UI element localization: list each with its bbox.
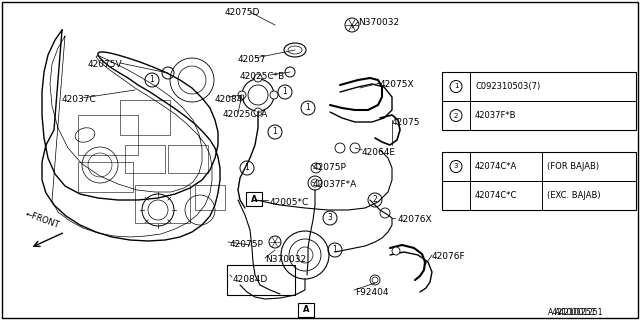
Text: 42075P: 42075P: [313, 163, 347, 172]
Text: 42075V: 42075V: [88, 60, 123, 69]
Bar: [442, 72, 636, 130]
Bar: [135, 185, 190, 223]
Bar: [246, 192, 262, 206]
Text: 1: 1: [454, 84, 458, 90]
Text: F92404: F92404: [355, 288, 388, 297]
Circle shape: [350, 143, 360, 153]
Text: (EXC. BAJAB): (EXC. BAJAB): [547, 191, 600, 200]
Text: 42005*C: 42005*C: [270, 198, 309, 207]
Bar: [227, 265, 295, 295]
Text: 2: 2: [372, 196, 378, 204]
Text: 3: 3: [328, 213, 332, 222]
Circle shape: [238, 91, 246, 99]
Text: 1: 1: [283, 87, 287, 97]
Text: 1: 1: [150, 76, 154, 84]
Text: 42075P: 42075P: [230, 240, 264, 249]
Text: 1: 1: [306, 103, 310, 113]
Circle shape: [254, 108, 262, 116]
Bar: [125, 145, 165, 173]
Bar: [298, 303, 314, 317]
Circle shape: [392, 247, 400, 255]
Text: A421001251: A421001251: [548, 308, 596, 317]
Text: 42025C*B: 42025C*B: [240, 72, 285, 81]
Text: (FOR BAJAB): (FOR BAJAB): [547, 162, 599, 171]
Text: 42074C*A: 42074C*A: [475, 162, 517, 171]
Text: 42074C*C: 42074C*C: [475, 191, 517, 200]
Text: 42037C: 42037C: [62, 95, 97, 104]
Text: 42075X: 42075X: [380, 80, 415, 89]
Bar: [168, 145, 208, 173]
Text: 1: 1: [333, 245, 337, 254]
Text: 42057: 42057: [238, 55, 266, 64]
Bar: [78, 162, 133, 192]
Text: 3: 3: [454, 164, 458, 170]
Text: 42037F*A: 42037F*A: [313, 180, 357, 189]
Text: 1: 1: [273, 127, 277, 137]
Text: 42075D: 42075D: [225, 8, 260, 17]
Bar: [78, 115, 138, 155]
Text: C092310503(7): C092310503(7): [475, 82, 540, 91]
Bar: [120, 100, 170, 135]
Text: N370032: N370032: [265, 255, 306, 264]
Bar: [195, 185, 225, 210]
Text: 42075: 42075: [392, 118, 420, 127]
Text: A: A: [251, 195, 257, 204]
Text: 42076F: 42076F: [432, 252, 466, 261]
Text: A: A: [303, 306, 309, 315]
Circle shape: [270, 91, 278, 99]
Text: ←FRONT: ←FRONT: [24, 209, 60, 230]
Text: 42084I: 42084I: [215, 95, 246, 104]
Bar: [442, 152, 636, 210]
Text: N370032: N370032: [358, 18, 399, 27]
Text: 42025C*A: 42025C*A: [223, 110, 268, 119]
Circle shape: [335, 143, 345, 153]
Circle shape: [380, 208, 390, 218]
Text: 42037F*B: 42037F*B: [475, 111, 516, 120]
Text: 42084D: 42084D: [233, 275, 268, 284]
Circle shape: [254, 74, 262, 82]
Text: 42064E: 42064E: [362, 148, 396, 157]
Text: 42076X: 42076X: [398, 215, 433, 224]
Text: 2: 2: [454, 113, 458, 118]
Text: 1: 1: [244, 164, 250, 172]
Text: A421001251: A421001251: [555, 308, 604, 317]
